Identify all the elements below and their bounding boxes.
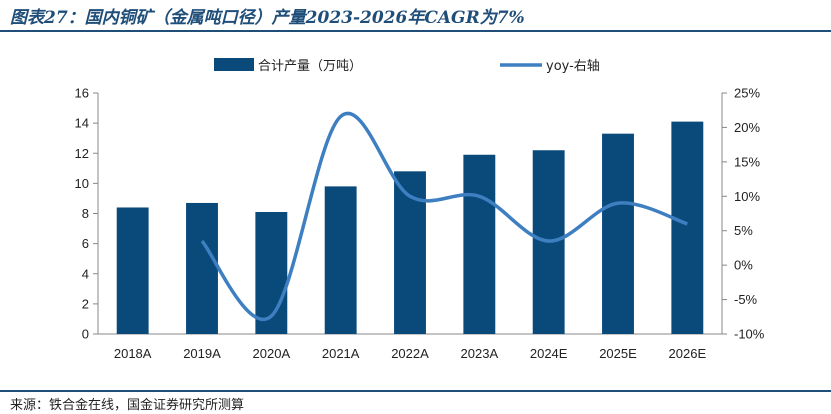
x-axis-tick-label: 2021A xyxy=(322,346,360,361)
bar xyxy=(671,121,704,335)
left-axis-tick-label: 0 xyxy=(82,327,89,342)
x-axis-tick-label: 2023A xyxy=(461,346,499,361)
right-axis-tick-label: -5% xyxy=(734,292,758,307)
right-axis-tick-label: -10% xyxy=(734,327,765,342)
source-note: 来源：铁合金在线，国金证券研究所测算 xyxy=(10,398,245,413)
left-axis-tick-label: 16 xyxy=(75,86,89,101)
left-axis-tick-label: 8 xyxy=(82,206,89,221)
left-axis-tick-label: 4 xyxy=(82,266,89,281)
x-axis-tick-label: 2024E xyxy=(530,346,568,361)
right-axis-tick-label: 0% xyxy=(734,258,753,273)
bar xyxy=(186,202,218,334)
right-axis-tick-label: 15% xyxy=(734,154,760,169)
x-axis-tick-label: 2025E xyxy=(599,346,637,361)
x-axis-tick-label: 2018A xyxy=(114,346,152,361)
title-bar: 图表27：国内铜矿（金属吨口径）产量2023-2026年CAGR为7% xyxy=(0,0,831,32)
x-axis-tick-label: 2026E xyxy=(669,346,707,361)
bar xyxy=(463,154,496,334)
left-axis-tick-label: 2 xyxy=(82,296,89,311)
x-axis-tick-label: 2022A xyxy=(391,346,429,361)
x-axis-tick-label: 2019A xyxy=(183,346,221,361)
left-axis-tick-label: 6 xyxy=(82,236,89,251)
bar xyxy=(324,186,357,334)
right-axis-tick-label: 20% xyxy=(734,120,760,135)
chart-title: 图表27：国内铜矿（金属吨口径）产量2023-2026年CAGR为7% xyxy=(10,8,525,28)
legend-bar-swatch xyxy=(214,58,254,71)
legend-line-label: yoy-右轴 xyxy=(546,59,600,74)
bar xyxy=(116,207,149,334)
combo-chart: 0 2 4 6 8 10 12 14 16 -10% -5% 0% 5% 10% 15% 20% 25% 2018… xyxy=(75,58,765,361)
left-axis-tick-label: 10 xyxy=(75,176,89,191)
left-axis-tick-label: 14 xyxy=(75,116,89,131)
right-axis-tick-label: 5% xyxy=(734,223,753,238)
source-divider xyxy=(0,390,831,392)
x-axis-tick-label: 2020A xyxy=(253,346,291,361)
yoy-line xyxy=(200,111,688,321)
bar xyxy=(602,133,634,334)
right-axis-tick-label: 25% xyxy=(734,86,760,101)
legend-bar-label: 合计产量（万吨） xyxy=(258,59,362,74)
right-axis-tick-label: 10% xyxy=(734,189,760,204)
left-axis-tick-label: 12 xyxy=(75,146,89,161)
